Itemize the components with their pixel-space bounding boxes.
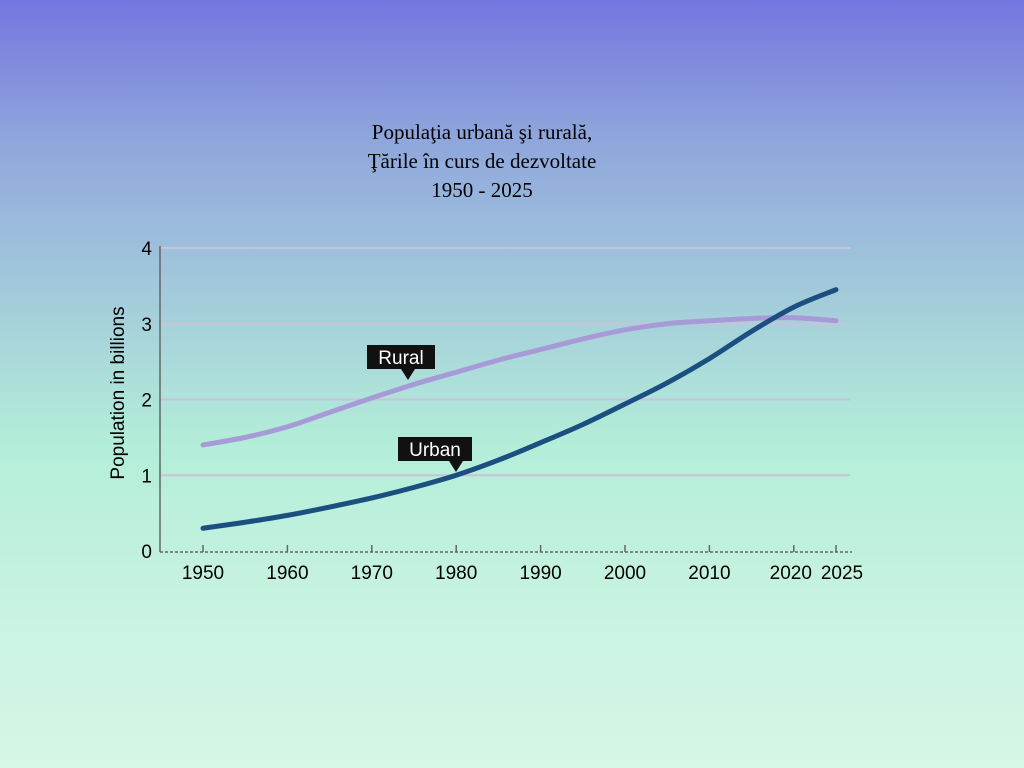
urban-label-box — [398, 437, 472, 461]
y-tick-label-2: 2 — [141, 391, 152, 412]
chart-title: Populaţia urbană şi rurală, Ţările în cu… — [282, 118, 682, 205]
x-tick-label-1960: 1960 — [266, 563, 308, 584]
x-tick-label-2020: 2020 — [770, 563, 812, 584]
y-tick-label-0: 0 — [141, 542, 152, 563]
series-line-rural — [200, 315, 839, 448]
chart-title-line-1: Populaţia urbană şi rurală, — [371, 120, 593, 144]
chart-title-line-3: 1950 - 2025 — [431, 178, 533, 202]
y-tick-label-4: 4 — [141, 239, 152, 260]
x-tick-label-2025: 2025 — [821, 563, 863, 584]
x-tick-label-2010: 2010 — [688, 563, 730, 584]
rural-label-pointer — [401, 369, 415, 380]
series-line-urban — [200, 287, 839, 531]
urban-series-label: Urban — [409, 440, 461, 461]
urban-label-pointer — [449, 461, 463, 472]
y-axis-label: Population in billions — [108, 306, 129, 479]
y-tick-label-3: 3 — [141, 315, 152, 336]
x-tick-label-1970: 1970 — [351, 563, 393, 584]
chart-title-line-2: Ţările în curs de dezvoltate — [367, 149, 597, 173]
x-tick-label-1980: 1980 — [435, 563, 477, 584]
x-tick-label-2000: 2000 — [604, 563, 646, 584]
rural-label-box — [367, 345, 435, 369]
y-tick-label-1: 1 — [141, 466, 152, 487]
rural-series-label: Rural — [378, 348, 423, 369]
x-tick-label-1950: 1950 — [182, 563, 224, 584]
x-tick-label-1990: 1990 — [519, 563, 561, 584]
